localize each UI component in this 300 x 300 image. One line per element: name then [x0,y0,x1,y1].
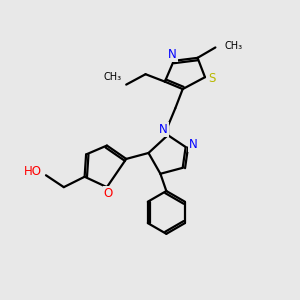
Text: HO: HO [23,165,41,178]
Text: S: S [208,72,215,85]
Text: N: N [168,48,177,61]
Text: N: N [159,123,168,136]
Text: CH₃: CH₃ [225,41,243,51]
Text: CH₃: CH₃ [103,72,122,82]
Text: O: O [104,187,113,200]
Text: N: N [189,138,197,151]
